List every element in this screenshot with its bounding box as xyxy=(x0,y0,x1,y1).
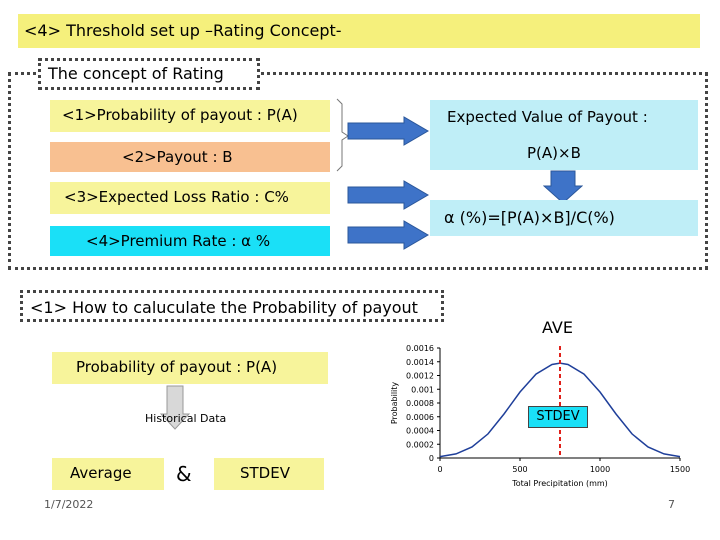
y-tick-label: 0.0008 xyxy=(406,399,434,408)
item-probability: <1>Probability of payout : P(A) xyxy=(50,100,330,132)
arrow-right-icon xyxy=(347,180,429,210)
y-tick-label: 0 xyxy=(429,454,434,463)
historical-data-label: Historical Data xyxy=(145,412,227,425)
y-tick-label: 0.0004 xyxy=(406,427,434,436)
arrow-down-icon xyxy=(543,170,583,204)
stdev-callout: STDEV xyxy=(528,406,588,428)
arrow-down-icon xyxy=(160,385,190,430)
concept-tab xyxy=(38,58,260,90)
y-tick-label: 0.0016 xyxy=(406,344,434,353)
item-premium-rate: <4>Premium Rate : α % xyxy=(50,226,330,256)
y-tick-label: 0.0014 xyxy=(406,358,434,367)
normal-distribution-chart: 0 0.0002 0.0004 0.0006 0.0008 0.001 0.0012 0.00… xyxy=(390,344,690,488)
section-header-box xyxy=(20,290,444,322)
y-tick-label: 0.001 xyxy=(411,385,434,394)
x-tick-label: 1000 xyxy=(590,465,610,474)
expected-value-formula: P(A)×B xyxy=(527,144,581,162)
y-tick-label: 0.0002 xyxy=(406,440,434,449)
stdev-box: STDEV xyxy=(214,458,324,490)
concept-box xyxy=(8,72,708,270)
expected-value-label: Expected Value of Payout : xyxy=(447,108,648,126)
ampersand: & xyxy=(176,462,192,486)
alpha-formula-box xyxy=(430,200,698,236)
ave-label: AVE xyxy=(542,318,573,337)
item-payout: <2>Payout : B xyxy=(50,142,330,172)
expected-value-box xyxy=(430,100,698,170)
prob-payout-box: Probability of payout : P(A) xyxy=(52,352,328,384)
slide-title: <4> Threshold set up –Rating Concept- xyxy=(24,21,342,40)
x-axis-label: Total Precipitation (mm) xyxy=(511,479,608,488)
section-title: <1> How to caluculate the Probability of… xyxy=(30,298,418,317)
alpha-formula: α (%)=[P(A)×B]/C(%) xyxy=(444,208,615,227)
y-tick-label: 0.0006 xyxy=(406,413,434,422)
arrow-right-icon xyxy=(347,116,429,146)
arrow-right-icon xyxy=(347,220,429,250)
title-bar xyxy=(18,14,700,48)
item-expected-loss: <3>Expected Loss Ratio : C% xyxy=(50,182,330,214)
y-axis-label: Probability xyxy=(390,382,399,425)
page-number: 7 xyxy=(668,498,675,511)
concept-tab-label: The concept of Rating xyxy=(48,64,224,83)
x-tick-label: 1500 xyxy=(670,465,690,474)
footer-date: 1/7/2022 xyxy=(44,498,94,511)
x-tick-label: 500 xyxy=(512,465,527,474)
average-box: Average xyxy=(52,458,164,490)
x-tick-label: 0 xyxy=(437,465,442,474)
y-tick-label: 0.0012 xyxy=(406,372,434,381)
